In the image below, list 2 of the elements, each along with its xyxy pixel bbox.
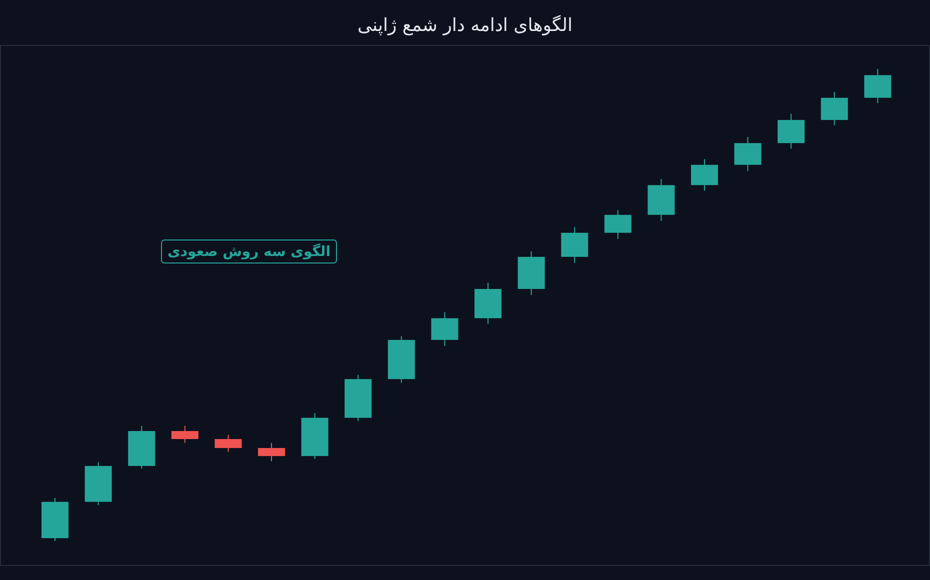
chart-title: الگوهای ادامه دار شمع ژاپنی (358, 14, 572, 36)
annotation: الگوی سه روش صعودی (168, 243, 330, 260)
